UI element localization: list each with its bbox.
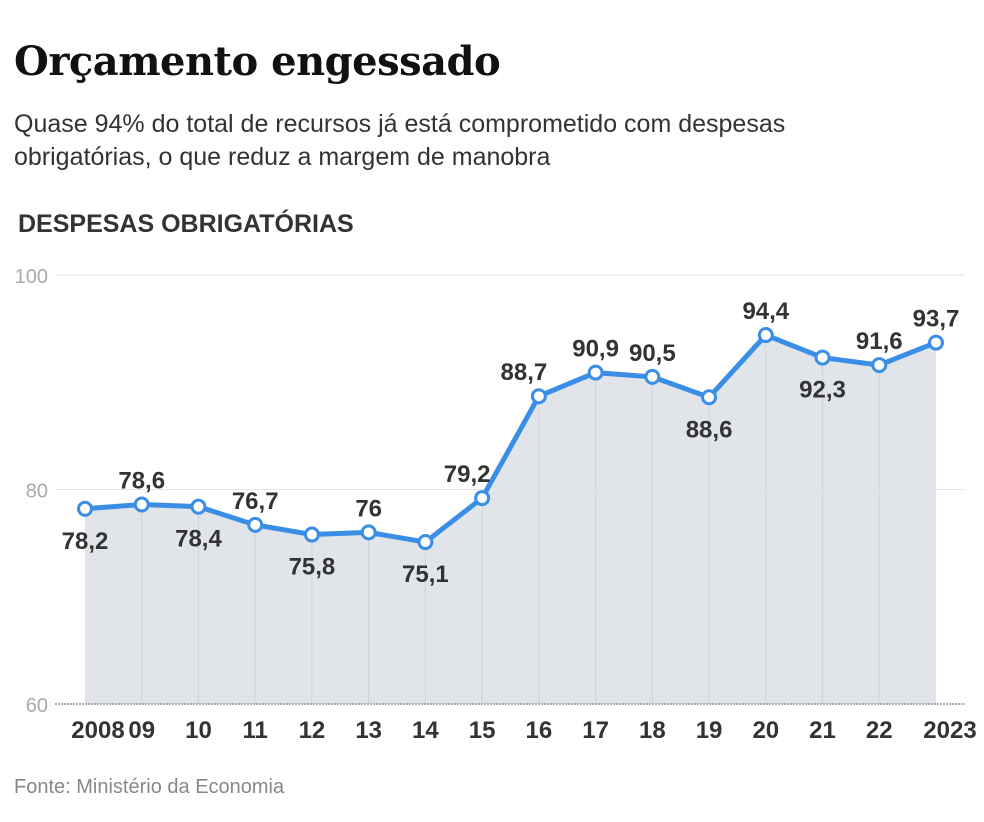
data-label: 79,2: [444, 461, 491, 488]
x-tick-label: 11: [243, 717, 268, 744]
data-point: [814, 349, 831, 366]
data-label: 78,6: [118, 468, 165, 495]
y-tick-label: 100: [15, 266, 48, 288]
data-point: [530, 388, 547, 405]
data-label: 93,7: [913, 306, 960, 333]
x-tick-label: 09: [128, 717, 155, 744]
data-point: [701, 389, 718, 406]
series-line: [84, 332, 937, 545]
data-point: [77, 500, 93, 517]
data-point: [247, 516, 264, 533]
data-label: 90,9: [572, 336, 619, 363]
data-label: 88,7: [501, 359, 548, 386]
data-point: [757, 327, 774, 344]
x-tick-label: 16: [526, 717, 553, 744]
area-fill: [85, 335, 936, 704]
data-label: 75,8: [289, 554, 336, 581]
y-tick-label: 80: [26, 481, 48, 503]
page-title: Orçamento engessado: [14, 38, 501, 85]
x-tick-label: 19: [696, 717, 723, 744]
data-label: 76,7: [232, 488, 279, 515]
x-tick-label: 13: [355, 717, 382, 744]
x-tick-label: 20: [752, 717, 779, 744]
data-point: [587, 364, 604, 381]
x-tick-label: 17: [582, 717, 609, 744]
data-label: 91,6: [856, 328, 903, 355]
data-point: [190, 498, 207, 515]
source-note: Fonte: Ministério da Economia: [14, 776, 285, 798]
data-point: [474, 490, 491, 507]
data-label: 92,3: [799, 377, 846, 404]
data-label: 78,4: [175, 526, 222, 553]
data-label: 94,4: [742, 298, 789, 325]
x-tick-label: 18: [639, 717, 666, 744]
data-point: [133, 496, 150, 513]
data-label: 90,5: [629, 340, 676, 367]
x-tick-label: 21: [809, 717, 836, 744]
x-tick-label: 15: [469, 717, 496, 744]
page-subtitle: Quase 94% do total de recursos já está c…: [14, 110, 786, 171]
data-point: [644, 368, 661, 385]
data-label: 88,6: [686, 416, 733, 443]
x-tick-label: 10: [185, 717, 212, 744]
x-tick-label: 14: [412, 717, 439, 744]
x-tick-label: 2023: [923, 717, 976, 744]
chart-title: DESPESAS OBRIGATÓRIAS: [18, 210, 354, 238]
data-label: 76: [355, 495, 382, 522]
data-label: 75,1: [402, 561, 449, 588]
data-point: [871, 357, 888, 374]
y-tick-label: 60: [26, 695, 48, 717]
data-label: 78,2: [62, 528, 109, 555]
data-point: [303, 526, 320, 543]
data-point: [928, 334, 944, 351]
x-tick-label: 22: [866, 717, 893, 744]
x-tick-label: 2008: [71, 717, 124, 744]
x-tick-label: 12: [299, 717, 326, 744]
data-point: [360, 524, 377, 541]
data-point: [417, 534, 434, 551]
